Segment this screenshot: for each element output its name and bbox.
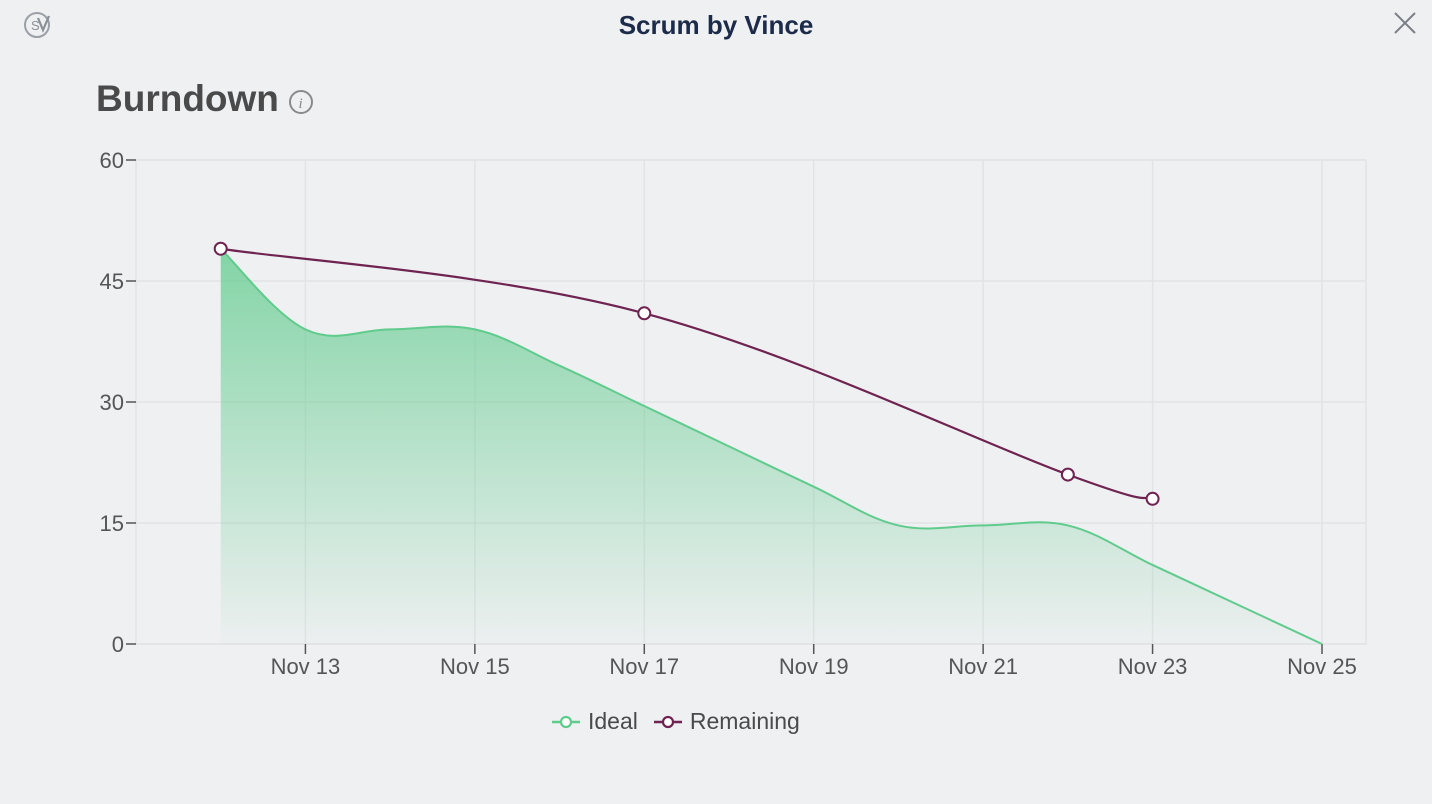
legend-item-remaining[interactable]: Remaining bbox=[653, 708, 800, 735]
x-tick-label: Nov 19 bbox=[779, 654, 849, 679]
legend-label: Ideal bbox=[588, 708, 638, 734]
legend-item-ideal[interactable]: Ideal bbox=[552, 708, 638, 735]
app-logo-letter: S bbox=[31, 18, 40, 33]
y-tick-label: 15 bbox=[100, 511, 124, 536]
x-tick-label: Nov 15 bbox=[440, 654, 510, 679]
x-tick-label: Nov 21 bbox=[948, 654, 1018, 679]
info-icon[interactable]: i bbox=[288, 89, 314, 115]
legend-swatch-icon bbox=[552, 715, 580, 728]
legend-swatch-icon bbox=[653, 715, 682, 728]
remaining-point bbox=[1145, 491, 1160, 506]
remaining-line bbox=[220, 247, 1153, 500]
legend-label: Remaining bbox=[689, 708, 800, 734]
svg-text:i: i bbox=[299, 96, 303, 112]
x-tick-label: Nov 17 bbox=[609, 654, 679, 679]
close-icon[interactable] bbox=[1392, 10, 1418, 36]
x-tick-label: Nov 23 bbox=[1118, 654, 1188, 679]
y-tick-label: 60 bbox=[100, 148, 124, 173]
app-title: Scrum by Vince bbox=[618, 10, 814, 40]
y-tick-label: 45 bbox=[100, 269, 124, 294]
ideal-line bbox=[220, 248, 1323, 645]
remaining-point bbox=[213, 241, 228, 256]
y-tick-label: 0 bbox=[112, 632, 124, 657]
x-tick-label: Nov 25 bbox=[1287, 654, 1357, 679]
ideal-area bbox=[220, 248, 1323, 644]
y-tick-label: 30 bbox=[100, 390, 124, 415]
remaining-point bbox=[1060, 467, 1075, 482]
x-tick-label: Nov 13 bbox=[271, 654, 341, 679]
chart-legend: Ideal Remaining bbox=[552, 708, 800, 735]
page-title: Burndown bbox=[96, 78, 279, 119]
remaining-point bbox=[637, 306, 652, 321]
app-logo-icon: S bbox=[24, 12, 51, 38]
